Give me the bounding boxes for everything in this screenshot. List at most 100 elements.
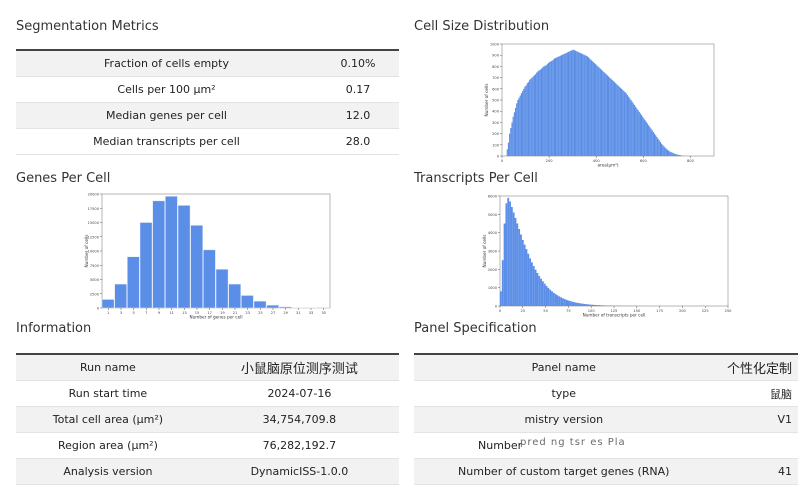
- x-tick-label: 1: [107, 311, 109, 315]
- table-row: Cells per 100 μm² 0.17: [16, 76, 399, 103]
- table-row: Run start time 2024-07-16: [16, 380, 399, 407]
- histogram-bar: [543, 283, 546, 306]
- histogram-bar: [577, 51, 579, 157]
- x-tick-label: 75: [566, 309, 571, 313]
- x-tick-label: 27: [271, 311, 276, 315]
- histogram-bar: [562, 298, 564, 306]
- histogram-bar: [525, 85, 527, 156]
- histogram-bar: [585, 55, 587, 156]
- x-tick-label: 600: [640, 159, 648, 163]
- table-row: mistry version V1: [414, 406, 798, 433]
- panel-value: 鼠脑: [713, 380, 798, 407]
- histogram-bar: [651, 130, 653, 156]
- histogram-bar: [578, 52, 580, 156]
- histogram-bar: [580, 53, 583, 156]
- y-tick-label: 2500: [90, 292, 100, 296]
- histogram-bar: [600, 305, 603, 306]
- histogram-bar: [650, 128, 652, 156]
- histogram-bar: [266, 304, 279, 309]
- histogram-bar: [509, 201, 511, 306]
- x-tick-label: 21: [233, 311, 238, 315]
- histogram-bar: [595, 64, 597, 156]
- histogram-bar: [613, 82, 616, 156]
- table-row: Median transcripts per cell 28.0: [16, 128, 399, 155]
- histogram-bar: [582, 303, 584, 306]
- histogram-bar: [558, 296, 561, 306]
- histogram-bar: [564, 53, 566, 156]
- histogram-bar: [649, 126, 651, 156]
- info-value: DynamicISS-1.0.0: [199, 458, 399, 485]
- cell-size-section: Cell Size Distribution: [414, 19, 549, 34]
- x-tick-label: 225: [702, 309, 709, 313]
- info-label: Analysis version: [16, 458, 200, 485]
- histogram-bar: [560, 297, 563, 306]
- table-row: Region area (μm²) 76,282,192.7: [16, 432, 399, 459]
- histogram-bar: [675, 154, 677, 156]
- histogram-bar: [602, 70, 604, 156]
- histogram-bar: [590, 59, 592, 156]
- histogram-bar: [576, 302, 579, 306]
- histogram-bar: [679, 155, 682, 156]
- histogram-bar: [631, 101, 633, 156]
- transcripts-per-cell-histogram: 0 1000 2000 3000 4000 5000 6000 0 25 50 75 100 125 15…: [482, 195, 733, 318]
- x-tick-label: 400: [593, 159, 601, 163]
- histogram-bar: [638, 111, 640, 156]
- y-axis-label: Number of cells: [84, 235, 89, 268]
- histogram-bar: [549, 289, 552, 306]
- histogram-bar: [177, 205, 191, 309]
- histogram-bar: [536, 273, 539, 306]
- info-value: 76,282,192.7: [199, 432, 399, 459]
- histogram-bar: [665, 148, 667, 156]
- histogram-bar: [603, 305, 606, 306]
- histogram-bar: [586, 56, 588, 156]
- histogram-bar: [602, 305, 604, 306]
- x-axis-label: Number of transcripts per cell: [583, 313, 646, 318]
- histogram-bar: [516, 223, 519, 306]
- histogram-bar: [510, 207, 513, 306]
- histogram-bar: [610, 78, 612, 156]
- histogram-bar: [241, 295, 254, 309]
- transcripts-per-cell-title: Transcripts Per Cell: [414, 171, 538, 186]
- panel-label: Number of custom target genes (RNA): [414, 458, 714, 485]
- panel-specification-section: Panel Specification Panel name 个性化定制 type…: [414, 321, 798, 485]
- histogram-bar: [522, 91, 524, 156]
- histogram-bar: [591, 60, 593, 156]
- histogram-bar: [572, 302, 575, 306]
- x-tick-label: 9: [158, 311, 161, 315]
- histogram-bar: [152, 200, 165, 309]
- histogram-bar: [165, 196, 178, 309]
- histogram-bar: [636, 108, 638, 156]
- histogram-bar: [567, 300, 570, 306]
- histogram-bar: [523, 244, 526, 306]
- histogram-bar: [676, 154, 678, 156]
- histogram-bar: [596, 65, 598, 156]
- table-row: Analysis version DynamicISS-1.0.0: [16, 458, 399, 485]
- transcripts-per-cell-section: Transcripts Per Cell: [414, 171, 538, 186]
- histogram-bar: [527, 253, 530, 306]
- histogram-bar: [646, 123, 649, 156]
- x-tick-label: 23: [245, 311, 250, 315]
- histogram-bar: [516, 103, 518, 156]
- histogram-bar: [609, 77, 611, 156]
- histogram-bar: [579, 52, 581, 156]
- x-tick-label: 250: [725, 309, 733, 313]
- segmentation-metrics-title: Segmentation Metrics: [16, 19, 159, 34]
- histogram-bar: [557, 56, 559, 156]
- panel-value: V1: [713, 406, 798, 433]
- histogram-bar: [659, 142, 661, 156]
- table-row: Median genes per cell 12.0: [16, 102, 399, 129]
- y-tick-label: 0: [495, 305, 498, 309]
- metric-value: 0.10%: [317, 49, 399, 77]
- x-tick-label: 25: [258, 311, 263, 315]
- histogram-bar: [569, 51, 571, 156]
- histogram-bar: [599, 68, 601, 156]
- histogram-bar: [506, 149, 508, 156]
- table-row: type 鼠脑: [414, 380, 798, 407]
- x-tick-label: 11: [169, 311, 174, 315]
- histogram-bar: [606, 75, 608, 156]
- y-tick-label: 1000: [488, 286, 498, 290]
- info-label: Total cell area (μm²): [16, 406, 200, 433]
- histogram-bar: [512, 212, 515, 306]
- histogram-bar: [662, 145, 664, 156]
